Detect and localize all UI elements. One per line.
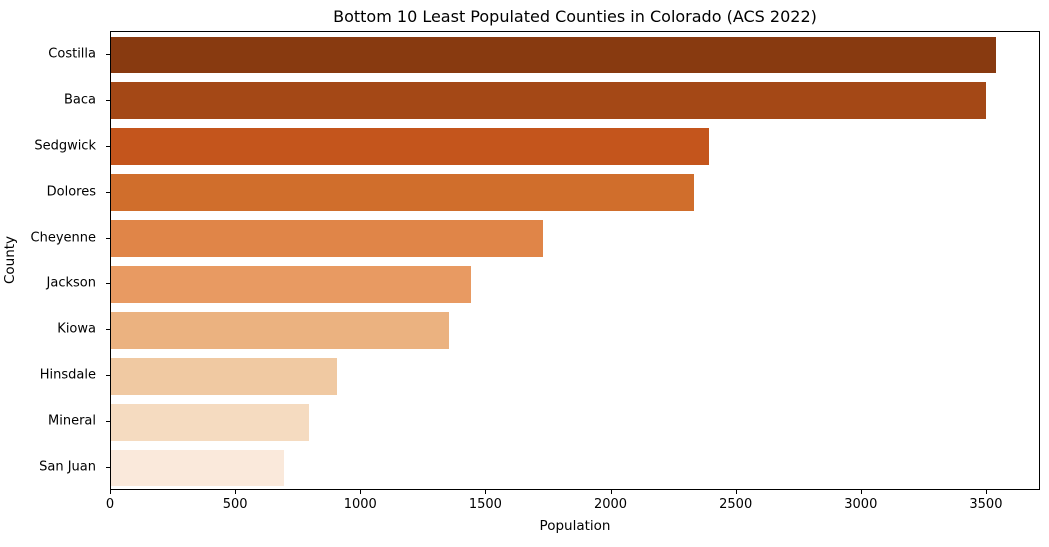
bar-jackson	[111, 266, 472, 303]
y-tick-mark	[106, 145, 110, 147]
y-tick-mark	[106, 467, 110, 469]
y-tick-label: Kiowa	[57, 321, 96, 337]
x-tick-mark	[235, 490, 237, 494]
x-tick-mark	[610, 490, 612, 494]
y-tick-label: Hinsdale	[39, 367, 96, 383]
y-tick-label: Baca	[64, 92, 96, 108]
bar-hinsdale	[111, 357, 338, 395]
y-tick-mark	[106, 283, 110, 285]
x-tick-label: 2500	[719, 497, 753, 512]
bar-mineral	[111, 403, 309, 441]
y-tick-mark	[106, 375, 110, 377]
y-tick-mark	[106, 421, 110, 423]
x-tick-mark	[735, 490, 737, 494]
x-tick-label: 0	[105, 497, 115, 512]
bar-san-juan	[111, 449, 284, 487]
y-tick-mark	[106, 237, 110, 239]
x-tick-label: 1500	[468, 497, 502, 512]
y-tick-label: Costilla	[48, 46, 96, 62]
y-tick-label: Jackson	[46, 275, 96, 291]
y-tick-label: Sedgwick	[34, 138, 96, 154]
x-tick-label: 3000	[844, 497, 878, 512]
bar-sedgwick	[111, 128, 710, 166]
y-tick-mark	[106, 329, 110, 331]
x-tick-mark	[485, 490, 487, 494]
x-tick-label: 2000	[593, 497, 628, 512]
y-tick-mark	[106, 191, 110, 193]
plot-area	[110, 31, 1040, 490]
x-axis-label: Population	[539, 518, 611, 534]
y-tick-mark	[106, 99, 110, 101]
x-tick-label: 1000	[343, 497, 377, 512]
bar-kiowa	[111, 311, 449, 349]
bar-cheyenne	[111, 220, 543, 257]
y-axis-label: County	[2, 235, 18, 285]
bar-baca	[111, 82, 986, 120]
x-tick-mark	[110, 490, 111, 494]
y-tick-label: Cheyenne	[30, 230, 96, 246]
x-tick-label: 3500	[969, 497, 1003, 512]
bar-costilla	[111, 36, 996, 74]
x-tick-label: 500	[222, 497, 248, 512]
y-tick-label: Mineral	[48, 413, 96, 429]
y-tick-label: Dolores	[46, 184, 96, 200]
y-tick-mark	[106, 53, 110, 55]
y-tick-label: San Juan	[39, 459, 96, 475]
x-tick-mark	[860, 490, 862, 494]
x-tick-mark	[360, 490, 362, 494]
bar-dolores	[111, 174, 695, 211]
chart-title: Bottom 10 Least Populated Counties in Co…	[333, 7, 817, 26]
x-tick-mark	[985, 490, 987, 494]
